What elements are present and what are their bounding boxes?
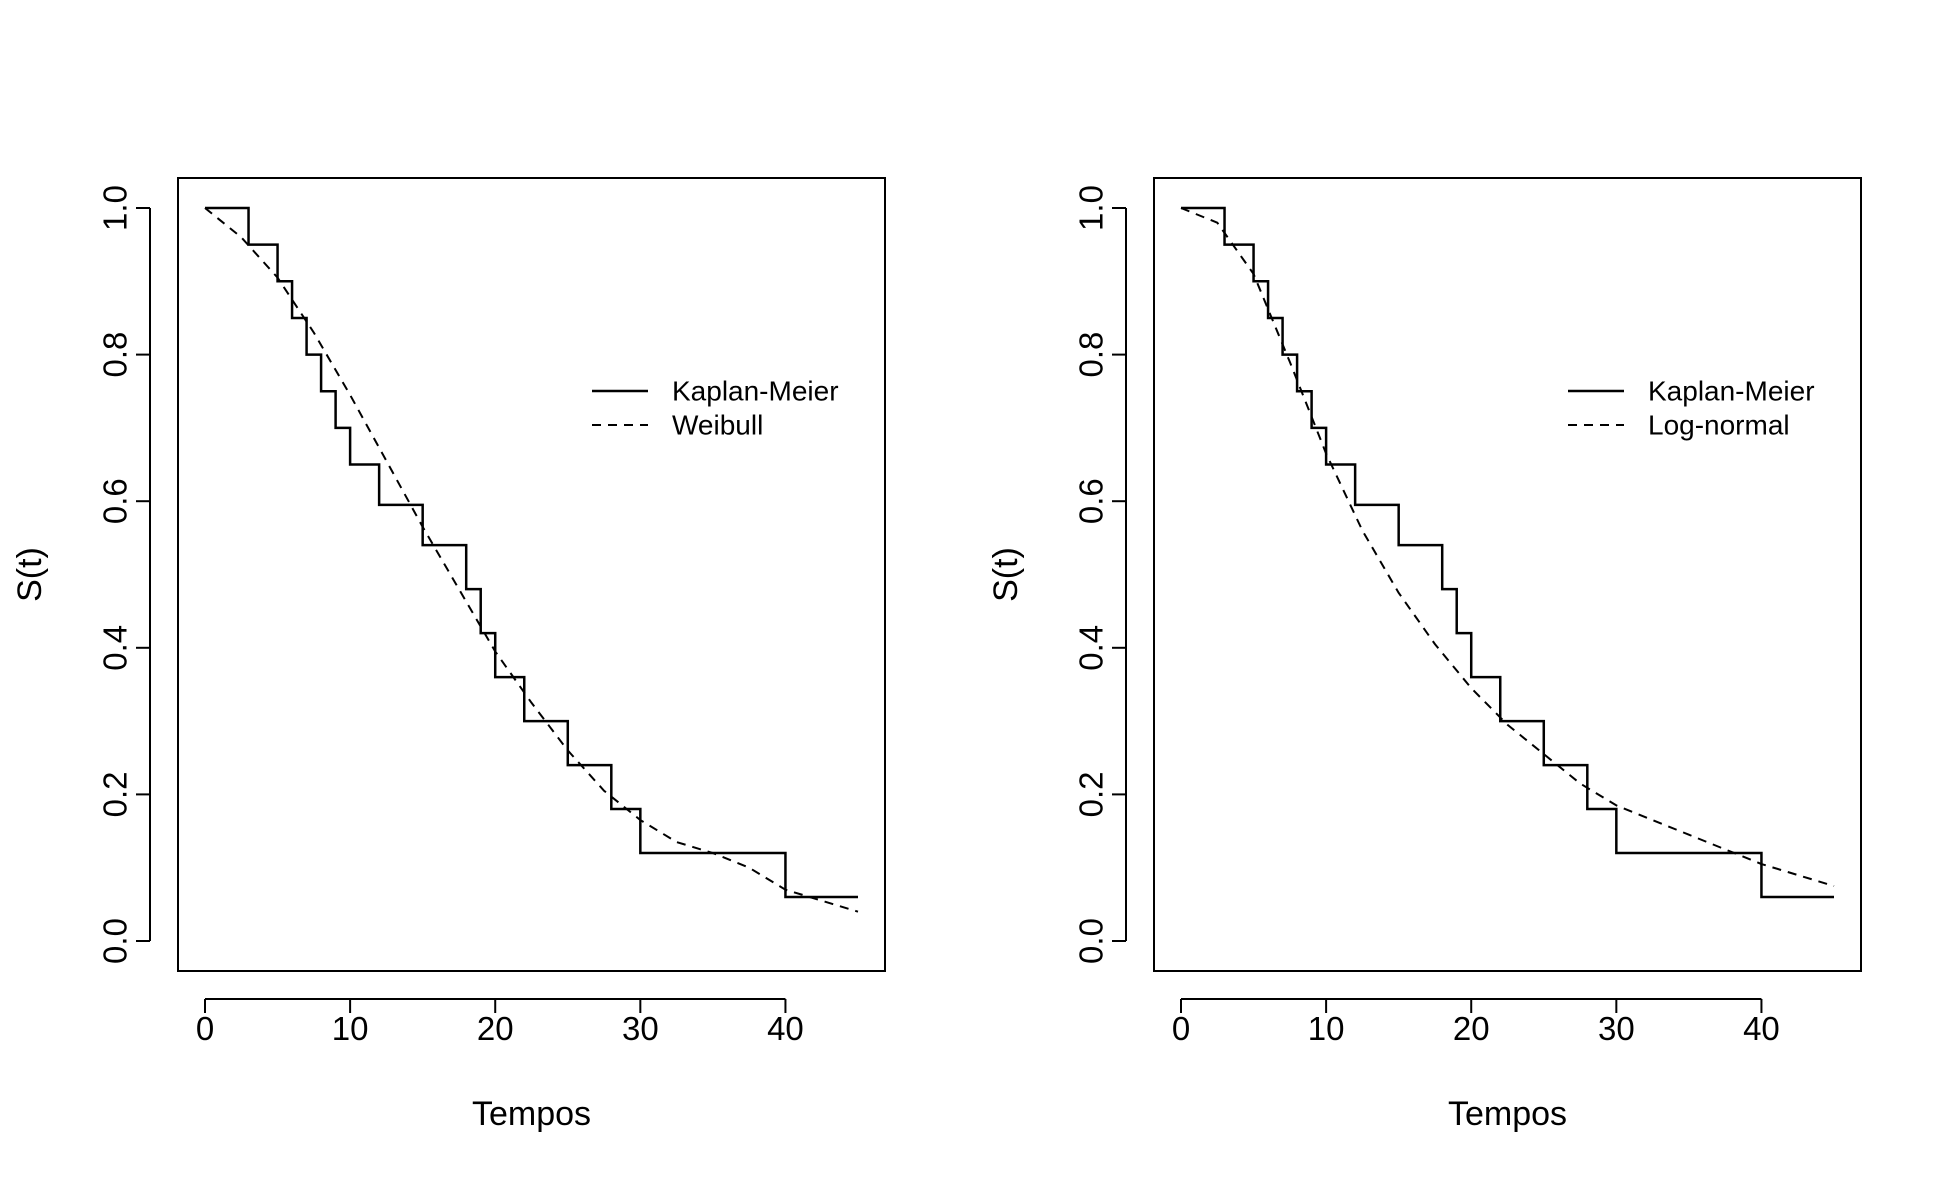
legend-label: Kaplan-Meier bbox=[1648, 376, 1815, 407]
x-tick-label: 40 bbox=[1743, 1010, 1780, 1047]
y-tick-label: 0.4 bbox=[97, 625, 134, 671]
y-tick-label: 0.8 bbox=[97, 332, 134, 378]
y-tick-label: 0.2 bbox=[1073, 771, 1110, 817]
x-axis-title: Tempos bbox=[472, 1095, 591, 1133]
x-tick-label: 30 bbox=[1598, 1010, 1635, 1047]
y-tick-label: 0.8 bbox=[1073, 332, 1110, 378]
series-log-normal-line bbox=[1180, 207, 1835, 887]
series-kaplan-meier-line bbox=[1181, 206, 1834, 899]
x-tick-label: 0 bbox=[1172, 1010, 1190, 1047]
y-tick-label: 0.2 bbox=[97, 771, 134, 817]
y-tick-label: 1.0 bbox=[1073, 185, 1110, 231]
legend-label: Weibull bbox=[672, 410, 763, 441]
legend-label: Kaplan-Meier bbox=[672, 376, 839, 407]
x-tick-label: 10 bbox=[1308, 1010, 1345, 1047]
series-weibull-line bbox=[204, 207, 859, 913]
chart-panel-1: 0 10 20 30 40 0.0 0.2 0.4 0.6 0.8 1.0 Tempos S(t) Kap… bbox=[11, 177, 886, 1133]
x-tick-label: 20 bbox=[477, 1010, 514, 1047]
x-tick-label: 20 bbox=[1453, 1010, 1490, 1047]
x-axis-title: Tempos bbox=[1448, 1095, 1567, 1133]
chart-panel-2: 0 10 20 30 40 0.0 0.2 0.4 0.6 0.8 1.0 Tempos S(t) Kap… bbox=[987, 177, 1862, 1133]
x-tick-label: 0 bbox=[196, 1010, 214, 1047]
y-tick-label: 1.0 bbox=[97, 185, 134, 231]
y-axis-title: S(t) bbox=[11, 547, 49, 602]
series-kaplan-meier-line bbox=[205, 206, 858, 899]
y-axis-title: S(t) bbox=[987, 547, 1025, 602]
x-tick-label: 30 bbox=[622, 1010, 659, 1047]
legend-label: Log-normal bbox=[1648, 410, 1790, 441]
plot-frame bbox=[1153, 177, 1862, 972]
plot-frame bbox=[177, 177, 886, 972]
x-tick-label: 10 bbox=[332, 1010, 369, 1047]
y-tick-label: 0.6 bbox=[1073, 478, 1110, 524]
y-tick-label: 0.0 bbox=[97, 918, 134, 964]
y-tick-label: 0.0 bbox=[1073, 918, 1110, 964]
y-tick-label: 0.6 bbox=[97, 478, 134, 524]
y-tick-label: 0.4 bbox=[1073, 625, 1110, 671]
x-tick-label: 40 bbox=[767, 1010, 804, 1047]
